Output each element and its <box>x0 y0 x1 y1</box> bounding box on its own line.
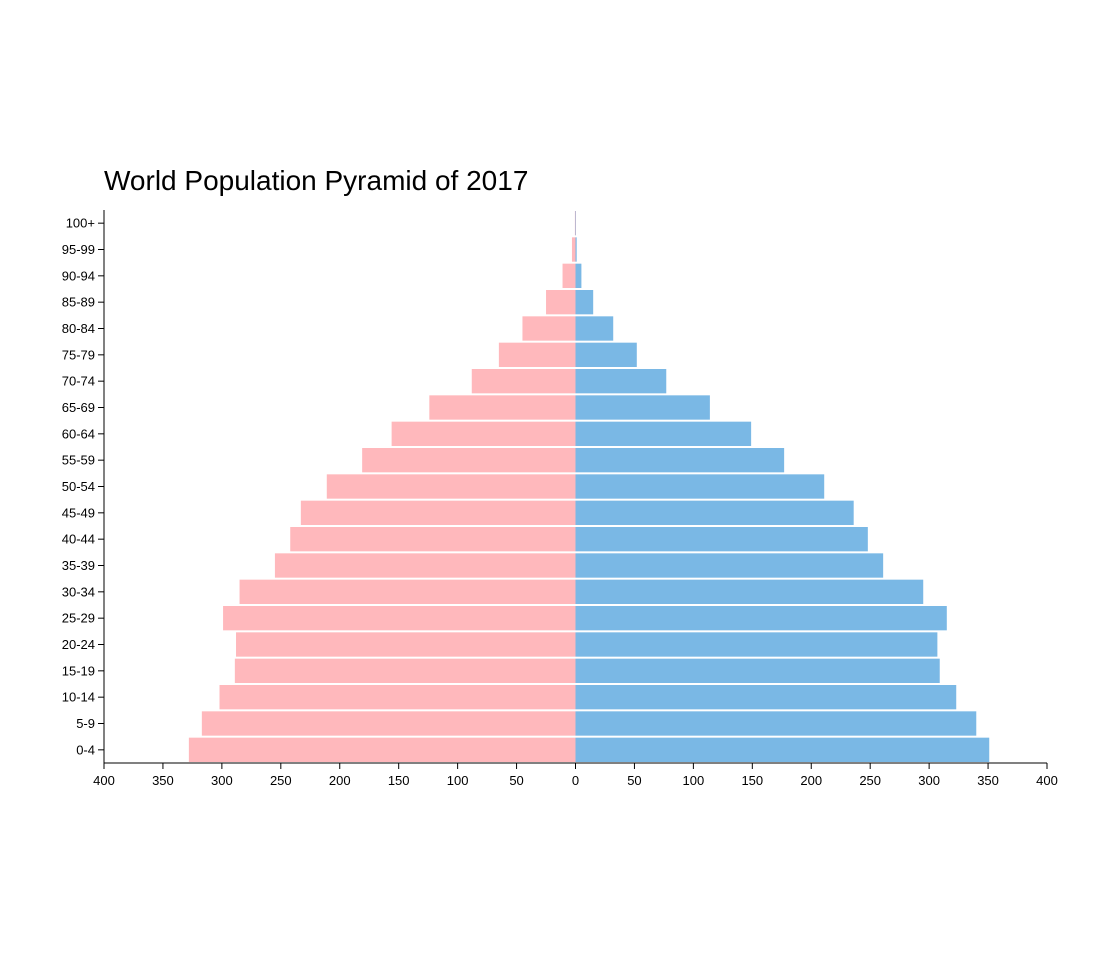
bar-left-80-84 <box>522 316 576 341</box>
bar-left-60-64 <box>391 421 576 446</box>
bar-left-45-49 <box>300 500 576 525</box>
bar-left-30-34 <box>239 579 576 604</box>
y-tick-label: 10-14 <box>62 690 95 705</box>
y-tick-label: 0-4 <box>76 742 95 757</box>
y-tick-label: 95-99 <box>62 242 95 257</box>
y-tick-label: 50-54 <box>62 479 95 494</box>
bar-right-5-9 <box>575 711 977 736</box>
y-tick-label: 60-64 <box>62 426 95 441</box>
bar-right-10-14 <box>575 685 957 710</box>
bar-right-15-19 <box>575 658 940 683</box>
bar-right-60-64 <box>575 421 752 446</box>
bar-right-100+ <box>575 211 576 236</box>
bar-left-75-79 <box>498 342 576 367</box>
bar-right-75-79 <box>575 342 637 367</box>
y-axis: 0-4 5-9 10-14 15-19 20-24 25-29 30-34 35-39 40-4… <box>62 210 105 763</box>
x-tick-label: 50 <box>509 773 523 788</box>
y-tick-label: 80-84 <box>62 321 95 336</box>
bar-right-30-34 <box>575 579 924 604</box>
y-tick-label: 85-89 <box>62 295 95 310</box>
x-tick-label: 150 <box>741 773 763 788</box>
x-tick-label: 250 <box>270 773 292 788</box>
x-tick-label: 350 <box>977 773 999 788</box>
bar-left-25-29 <box>223 606 576 631</box>
bar-left-50-54 <box>326 474 576 499</box>
bar-left-85-89 <box>546 290 576 315</box>
y-tick-label: 75-79 <box>62 347 95 362</box>
bar-right-35-39 <box>575 553 884 578</box>
bar-left-70-74 <box>471 369 576 394</box>
bar-left-35-39 <box>274 553 576 578</box>
x-tick-label: 400 <box>1036 773 1058 788</box>
x-tick-label: 200 <box>329 773 351 788</box>
x-tick-label: 300 <box>211 773 233 788</box>
y-tick-label: 70-74 <box>62 374 95 389</box>
bar-left-40-44 <box>290 527 576 552</box>
chart-title: World Population Pyramid of 2017 <box>104 165 529 196</box>
y-tick-label: 25-29 <box>62 611 95 626</box>
bar-right-95-99 <box>575 237 577 262</box>
bar-right-20-24 <box>575 632 938 657</box>
bar-left-20-24 <box>236 632 576 657</box>
y-tick-label: 90-94 <box>62 268 95 283</box>
y-tick-label: 15-19 <box>62 663 95 678</box>
x-tick-label: 350 <box>152 773 174 788</box>
x-tick-label: 250 <box>859 773 881 788</box>
y-tick-label: 40-44 <box>62 532 95 547</box>
bar-right-55-59 <box>575 448 785 473</box>
bar-right-0-4 <box>575 737 990 762</box>
y-tick-label: 30-34 <box>62 584 95 599</box>
bar-right-70-74 <box>575 369 667 394</box>
bar-left-100+ <box>574 211 576 236</box>
x-tick-label: 200 <box>800 773 822 788</box>
y-tick-label: 20-24 <box>62 637 95 652</box>
x-tick-label: 50 <box>627 773 641 788</box>
x-tick-label: 300 <box>918 773 940 788</box>
bar-right-85-89 <box>575 290 594 315</box>
x-tick-label: 0 <box>572 773 579 788</box>
bar-right-50-54 <box>575 474 825 499</box>
bar-left-10-14 <box>219 685 576 710</box>
x-axis: 400 350 300 250 200 150 100 50 0 50 100 150 200 250 30… <box>93 762 1058 788</box>
y-tick-label: 65-69 <box>62 400 95 415</box>
bar-left-5-9 <box>201 711 576 736</box>
bar-right-45-49 <box>575 500 854 525</box>
bar-left-90-94 <box>562 263 576 288</box>
bar-right-65-69 <box>575 395 710 420</box>
bar-right-90-94 <box>575 263 582 288</box>
y-tick-label: 35-39 <box>62 558 95 573</box>
x-tick-label: 150 <box>388 773 410 788</box>
bar-right-40-44 <box>575 527 868 552</box>
bar-right-80-84 <box>575 316 614 341</box>
bar-left-55-59 <box>362 448 576 473</box>
bar-right-25-29 <box>575 606 947 631</box>
bar-left-0-4 <box>188 737 576 762</box>
x-tick-label: 100 <box>447 773 469 788</box>
x-tick-label: 400 <box>93 773 115 788</box>
bars-group <box>188 211 990 762</box>
y-tick-label: 100+ <box>66 216 95 231</box>
y-tick-label: 55-59 <box>62 453 95 468</box>
bar-left-65-69 <box>429 395 576 420</box>
bar-left-95-99 <box>571 237 576 262</box>
x-tick-label: 100 <box>683 773 705 788</box>
y-tick-label: 45-49 <box>62 505 95 520</box>
y-tick-label: 5-9 <box>76 716 95 731</box>
bar-left-15-19 <box>234 658 576 683</box>
